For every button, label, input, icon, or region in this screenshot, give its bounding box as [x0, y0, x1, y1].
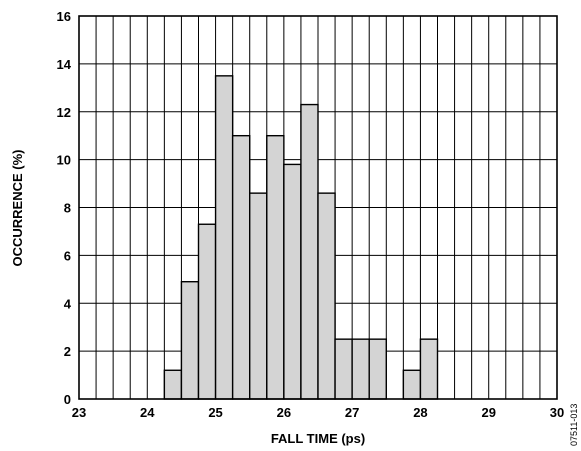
histogram-bars: [163, 75, 439, 400]
histogram-bar: [180, 281, 200, 400]
histogram-bar: [351, 338, 370, 400]
y-axis-title: OCCURRENCE (%): [10, 150, 25, 267]
y-tick-label: 0: [64, 392, 71, 407]
x-tick-label: 23: [72, 405, 86, 420]
histogram-bar: [368, 338, 387, 400]
y-tick-label: 2: [64, 344, 71, 359]
figure-code: 07511-013: [569, 404, 579, 446]
histogram-bar: [317, 192, 336, 400]
histogram-bar: [283, 163, 302, 400]
x-tick-labels: 23 24 25 26 27 28 29 30: [72, 405, 564, 420]
histogram-bar: [231, 134, 251, 400]
x-tick-label: 24: [140, 405, 155, 420]
x-tick-label: 25: [208, 405, 222, 420]
x-tick-label: 26: [277, 405, 291, 420]
y-tick-label: 16: [57, 9, 71, 24]
x-tick-label: 27: [345, 405, 359, 420]
x-tick-label: 30: [550, 405, 564, 420]
y-tick-label: 12: [57, 105, 71, 120]
y-tick-label: 6: [64, 248, 71, 263]
histogram-bar: [334, 338, 353, 400]
x-tick-label: 29: [481, 405, 495, 420]
histogram-bar: [249, 192, 268, 400]
histogram-bar: [419, 338, 439, 400]
histogram-bar: [266, 134, 285, 400]
plot-frame: [78, 15, 558, 400]
histogram-bar: [300, 103, 319, 400]
x-tick-label: 28: [413, 405, 427, 420]
y-tick-label: 8: [64, 201, 71, 216]
histogram-bar: [402, 369, 422, 400]
y-tick-label: 4: [64, 296, 72, 311]
y-tick-labels: 0 2 4 6 8 10 12 14 16: [57, 9, 72, 407]
histogram-bar: [214, 75, 234, 400]
histogram-bar: [163, 369, 183, 400]
x-axis-title: FALL TIME (ps): [271, 431, 365, 446]
y-tick-label: 14: [57, 57, 72, 72]
y-tick-label: 10: [57, 153, 71, 168]
histogram-bar: [197, 223, 217, 400]
